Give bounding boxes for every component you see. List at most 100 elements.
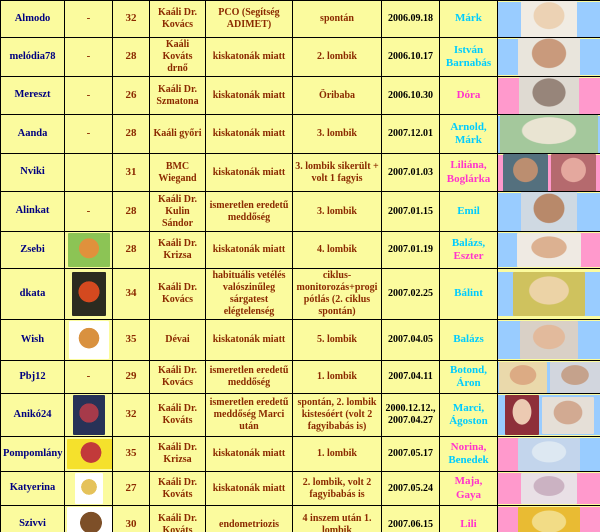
no-avatar-dash: - xyxy=(86,50,91,63)
baby-photo xyxy=(541,396,594,434)
photo-cell xyxy=(497,153,600,192)
treatment-cell: 3. lombik xyxy=(292,114,382,154)
username-cell: Katyerina xyxy=(0,471,65,506)
photo-background xyxy=(498,272,600,316)
date-cell: 2007.01.03 xyxy=(381,153,440,192)
baby-photo xyxy=(521,1,577,37)
age-cell: 28 xyxy=(112,37,150,77)
treatment-cell: 1. lombik xyxy=(292,436,382,472)
treatment-cell: 5. lombik xyxy=(292,319,382,361)
doctor-cell: BMC Wiegand xyxy=(149,153,206,192)
avatar-cheerleader-smiley xyxy=(67,439,112,469)
doctor-cell: Dévai xyxy=(149,319,206,361)
avatar-cell xyxy=(64,268,113,320)
date-cell: 2000.12.12.,2007.04.27 xyxy=(381,393,440,437)
child-name: Maja, Gaya xyxy=(454,475,483,501)
diagnosis-cell: kiskatonák miatt xyxy=(205,471,293,506)
username-cell: Wish xyxy=(0,319,65,361)
diagnosis-cell: kiskatonák miatt xyxy=(205,37,293,77)
child-name: Arnold, xyxy=(450,120,487,133)
baby-photo xyxy=(513,272,585,316)
username-cell: Anikó24 xyxy=(0,393,65,437)
diagnosis-cell: kiskatonák miatt xyxy=(205,231,293,269)
age-cell: 31 xyxy=(112,153,150,192)
baby-photo xyxy=(518,38,580,76)
photo-background xyxy=(498,77,600,114)
photo-cell xyxy=(497,0,600,38)
treatment-cell: 2. lombik xyxy=(292,37,382,77)
date-cell: 2007.01.19 xyxy=(381,231,440,269)
photo-background xyxy=(498,233,600,267)
date-cell: 2007.05.17 xyxy=(381,436,440,472)
photo-background xyxy=(498,1,600,37)
doctor-cell: Kaáli Dr. Kovács xyxy=(149,0,206,38)
diagnosis-cell: kiskatonák miatt xyxy=(205,319,293,361)
children-names-cell: Lili xyxy=(439,505,498,532)
username-cell: Nviki xyxy=(0,153,65,192)
age-cell: 35 xyxy=(112,436,150,472)
child-name: Benedek xyxy=(448,454,489,466)
doctor-cell: Kaáli Dr. Kulin Sándor xyxy=(149,191,206,232)
photo-cell xyxy=(497,393,600,437)
photo-background xyxy=(498,192,600,231)
avatar-flowers-ladybug-photo xyxy=(71,272,106,316)
child-name: Eszter xyxy=(453,250,484,262)
children-names-cell: Marci, Ágoston xyxy=(439,393,498,437)
child-name: Lili xyxy=(460,517,477,530)
avatar-bull-cartoon xyxy=(67,507,112,532)
photo-background xyxy=(498,395,600,435)
table-row: Aanda - 28 Kaáli győri kiskatonák miatt 3. lo… xyxy=(0,114,600,154)
date-cell: 2006.10.30 xyxy=(381,76,440,115)
username-cell: Mereszt xyxy=(0,76,65,115)
photo-cell xyxy=(497,360,600,394)
username-cell: Szivvi xyxy=(0,505,65,532)
child-name: Boglárka xyxy=(446,172,491,185)
diagnosis-cell: PCO (Segítség ADIMET) xyxy=(205,0,293,38)
date-cell: 2007.04.05 xyxy=(381,319,440,361)
table-row: Zsebi 28 Kaáli Dr. Krizsa kiskatonák miatt 4… xyxy=(0,231,600,269)
doctor-cell: Kaáli Dr. Kováts xyxy=(149,393,206,437)
doctor-cell: Kaáli Dr. Kováts xyxy=(149,505,206,532)
no-avatar-dash: - xyxy=(86,370,91,383)
children-names-cell: Norina, Benedek xyxy=(439,436,498,472)
children-names-cell: Maja, Gaya xyxy=(439,471,498,506)
children-names-cell: Balázs, Eszter xyxy=(439,231,498,269)
baby-photo xyxy=(500,115,598,153)
baby-photo xyxy=(520,321,578,359)
treatment-cell: 3. lombik xyxy=(292,191,382,232)
date-cell: 2007.01.15 xyxy=(381,191,440,232)
avatar-mother-child-photo xyxy=(72,395,105,435)
child-name: Áron xyxy=(456,377,481,389)
photo-cell xyxy=(497,268,600,320)
age-cell: 29 xyxy=(112,360,150,394)
table-row: melódia78 - 28 Kaáli Kováts drnő kiskatonák … xyxy=(0,37,600,77)
username-cell: Aanda xyxy=(0,114,65,154)
table-row: Almodo - 32 Kaáli Dr. Kovács PCO (Segítség A… xyxy=(0,0,600,38)
table-row: Wish 35 Dévai kiskatonák miatt 5. lombik 2007… xyxy=(0,319,600,361)
age-cell: 28 xyxy=(112,231,150,269)
avatar-cell xyxy=(64,319,113,361)
diagnosis-cell: kiskatonák miatt xyxy=(205,76,293,115)
photo-cell xyxy=(497,471,600,506)
no-avatar-dash: - xyxy=(86,127,91,140)
photo-cell xyxy=(497,76,600,115)
diagnosis-cell: endometriozis xyxy=(205,505,293,532)
avatar-cell xyxy=(64,393,113,437)
children-names-cell: Emil xyxy=(439,191,498,232)
diagnosis-cell: kiskatonák miatt xyxy=(205,114,293,154)
table-row: Anikó24 32 Kaáli Dr. Kováts ismeretlen ered… xyxy=(0,393,600,437)
age-cell: 32 xyxy=(112,393,150,437)
photo-cell xyxy=(497,505,600,532)
username-cell: Pbj12 xyxy=(0,360,65,394)
doctor-cell: Kaáli Dr. Szmatona xyxy=(149,76,206,115)
children-names-cell: Márk xyxy=(439,0,498,38)
avatar-cell xyxy=(64,153,113,192)
date-cell: 2007.04.11 xyxy=(381,360,440,394)
baby-photo xyxy=(518,507,580,532)
age-cell: 35 xyxy=(112,319,150,361)
child-name: Emil xyxy=(457,204,480,217)
photo-cell xyxy=(497,37,600,77)
table-row: Szivvi 30 Kaáli Dr. Kováts endometriozis 4 i… xyxy=(0,505,600,532)
age-cell: 27 xyxy=(112,471,150,506)
child-name: Balázs xyxy=(453,333,484,346)
